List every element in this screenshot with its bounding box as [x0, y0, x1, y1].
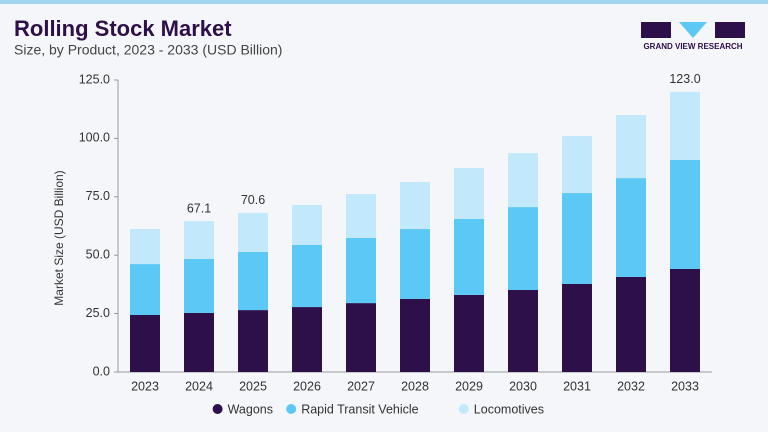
- bar-segment: [130, 229, 160, 265]
- x-tick-label: 2027: [347, 379, 375, 393]
- bar-segment: [238, 212, 268, 252]
- bar-segment: [292, 307, 322, 372]
- chart-title: Rolling Stock Market: [14, 16, 232, 41]
- bar-segment: [238, 310, 268, 372]
- y-tick-label: 25.0: [86, 306, 110, 320]
- legend-marker: [212, 404, 223, 414]
- bar-segment: [292, 204, 322, 245]
- y-tick-label: 50.0: [86, 247, 110, 261]
- total-label: 67.1: [187, 201, 211, 215]
- bar-segment: [400, 229, 430, 299]
- bar-segment: [400, 182, 430, 230]
- legend-label: Locomotives: [474, 402, 544, 416]
- bar-segment: [454, 168, 484, 219]
- chart-subtitle: Size, by Product, 2023 - 2033 (USD Billi…: [14, 42, 282, 58]
- x-tick-label: 2023: [131, 379, 159, 393]
- bar-segment: [508, 207, 538, 291]
- x-tick-label: 2032: [617, 379, 645, 393]
- logo-text: GRAND VIEW RESEARCH: [643, 42, 742, 51]
- x-tick-label: 2030: [509, 379, 537, 393]
- legend-label: Wagons: [228, 402, 273, 416]
- y-tick-label: 75.0: [86, 189, 110, 203]
- x-tick-label: 2028: [401, 379, 429, 393]
- y-axis-label: Market Size (USD Billion): [52, 170, 66, 305]
- bar-segment: [400, 298, 430, 372]
- bar-segment: [562, 136, 592, 194]
- legend-marker: [458, 404, 469, 414]
- x-tick-label: 2025: [239, 379, 267, 393]
- bar-segment: [238, 251, 268, 311]
- bar-segment: [670, 268, 700, 372]
- y-tick-label: 0.0: [93, 364, 110, 378]
- top-border: [0, 0, 768, 4]
- x-tick-label: 2024: [185, 379, 213, 393]
- bar-segment: [562, 283, 592, 372]
- x-tick-label: 2031: [563, 379, 591, 393]
- bar-segment: [346, 303, 376, 372]
- bar-segment: [184, 221, 214, 259]
- bar-segment: [292, 244, 322, 308]
- y-tick-label: 100.0: [79, 131, 110, 145]
- bar-segment: [454, 294, 484, 372]
- x-tick-label: 2029: [455, 379, 483, 393]
- bar-segment: [616, 178, 646, 277]
- logo-block: [715, 22, 745, 38]
- bar-segment: [130, 315, 160, 372]
- logo-block: [679, 22, 707, 38]
- bar-segment: [508, 290, 538, 372]
- bar-segment: [346, 237, 376, 304]
- bar-segment: [184, 258, 214, 313]
- total-label: 123.0: [669, 72, 700, 86]
- legend-marker: [286, 404, 297, 414]
- x-tick-label: 2026: [293, 379, 321, 393]
- bar-segment: [670, 91, 700, 160]
- legend-label: Rapid Transit Vehicle: [301, 402, 418, 416]
- bar-segment: [130, 264, 160, 316]
- bar-segment: [346, 193, 376, 238]
- bar-segment: [454, 218, 484, 295]
- bar-segment: [184, 312, 214, 372]
- bar-segment: [616, 276, 646, 372]
- logo-block: [641, 22, 671, 38]
- bar-segment: [562, 193, 592, 284]
- bar-segment: [670, 159, 700, 269]
- x-tick-label: 2033: [671, 379, 699, 393]
- logo: GRAND VIEW RESEARCH: [641, 22, 745, 51]
- y-tick-label: 125.0: [79, 72, 110, 86]
- bar-segment: [616, 115, 646, 179]
- total-label: 70.6: [241, 193, 265, 207]
- bar-segment: [508, 153, 538, 208]
